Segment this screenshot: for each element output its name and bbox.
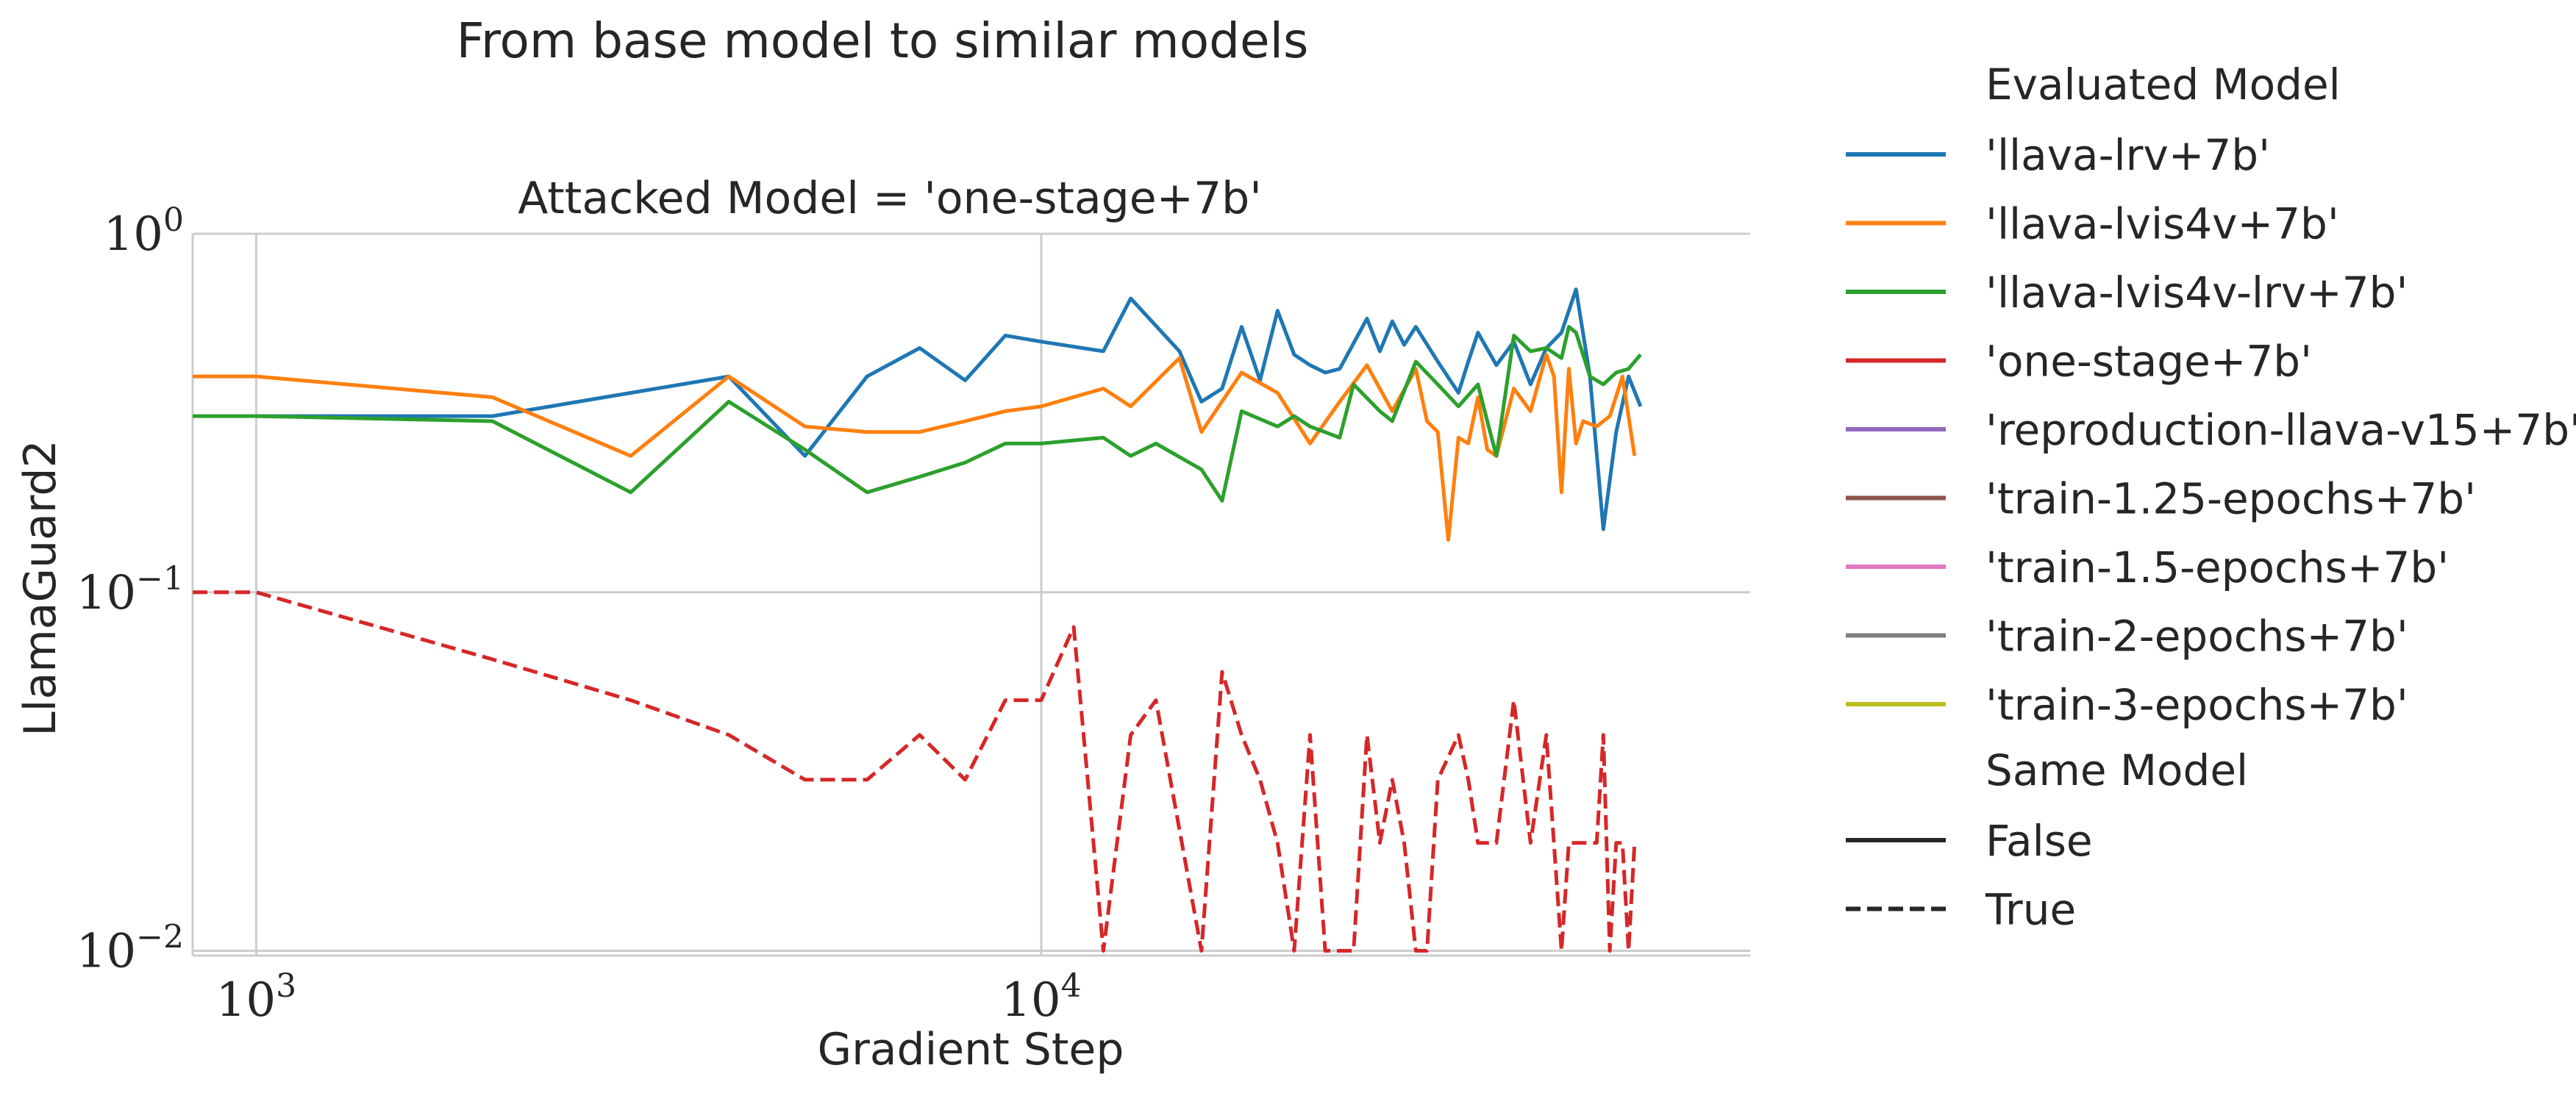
y-tick-label: 10−1 [76, 560, 184, 620]
legend-style-label-2: True [1985, 885, 2076, 935]
legend-label-8: 'train-2-epochs+7b' [1985, 612, 2408, 662]
legend-style-title: Same Model [1985, 745, 2248, 795]
grid [193, 232, 1750, 956]
x-tick-label: 103 [216, 967, 296, 1028]
legend-label-9: 'train-3-epochs+7b' [1985, 680, 2408, 730]
y-tick-label: 100 [104, 201, 184, 262]
x-axis-ticks: 103 104 [216, 967, 1082, 1028]
series-line-2 [193, 353, 1637, 542]
legend-label-1: 'llava-lrv+7b' [1985, 130, 2270, 180]
legend-hue-entries: 'llava-lrv+7b' 'llava-lvis4v+7b' 'llava-lv… [1846, 130, 2576, 730]
chart-title: Attacked Model = 'one-stage+7b' [518, 173, 1261, 224]
y-axis-ticks: 100 10−1 10−2 [76, 201, 184, 979]
legend-hue-title: Evaluated Model [1985, 60, 2341, 110]
legend-style-label-1: False [1985, 816, 2093, 866]
series-layer [193, 287, 1643, 953]
x-axis-label: Gradient Step [818, 1024, 1124, 1075]
x-tick-label: 104 [1001, 967, 1081, 1028]
y-axis-label: LlamaGuard2 [15, 440, 66, 736]
legend-label-2: 'llava-lvis4v+7b' [1985, 199, 2339, 249]
legend-label-4: 'one-stage+7b' [1985, 337, 2312, 387]
series-line-3 [193, 325, 1642, 503]
legend-label-3: 'llava-lvis4v-lrv+7b' [1985, 268, 2408, 318]
y-tick-label: 10−2 [76, 919, 184, 979]
legend-label-5: 'reproduction-llava-v15+7b' [1985, 405, 2576, 455]
series-line-1 [256, 287, 1643, 531]
plot-area: 103 104 100 10−1 10−2 [76, 201, 1750, 1028]
legend: Evaluated Model 'llava-lrv+7b' 'llava-lvi… [1846, 60, 2576, 935]
legend-label-6: 'train-1.25-epochs+7b' [1985, 474, 2476, 524]
series-line-4 [193, 590, 1637, 953]
figure-title: From base model to similar models [457, 12, 1309, 69]
legend-label-7: 'train-1.5-epochs+7b' [1985, 542, 2449, 592]
axes-frame [191, 234, 1750, 957]
legend-style-entries: False True [1846, 816, 2093, 935]
